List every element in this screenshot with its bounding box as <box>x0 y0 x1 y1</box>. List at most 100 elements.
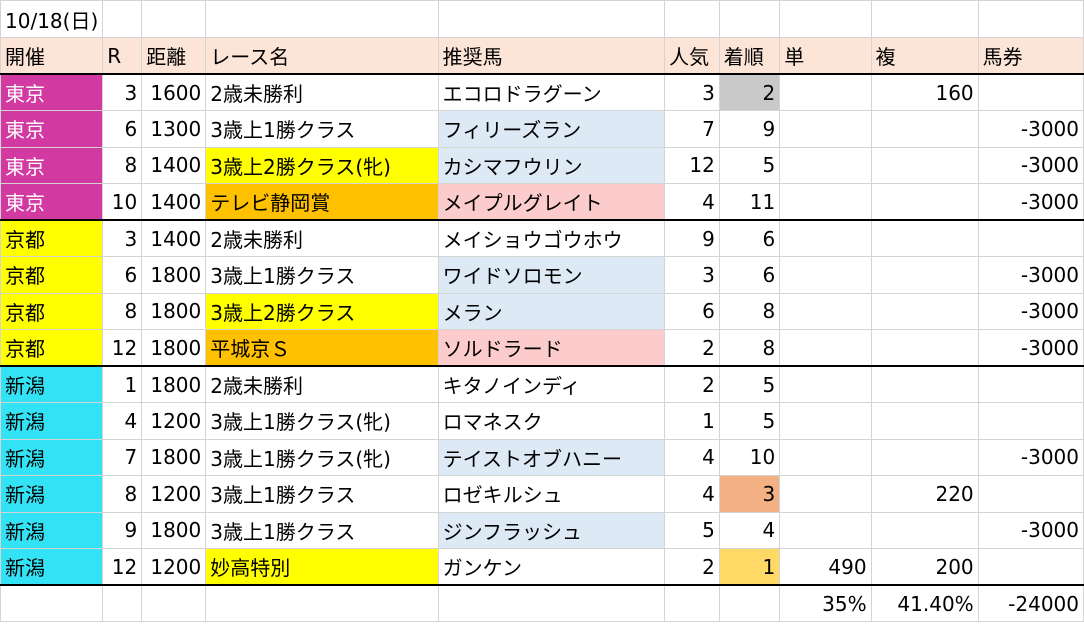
ticket-total-cell[interactable]: -24000 <box>977 584 1084 622</box>
race-name-cell[interactable]: 3歳上2勝クラス <box>205 292 439 330</box>
venue-cell[interactable]: 東京 <box>0 110 104 148</box>
empty-cell[interactable] <box>205 584 439 622</box>
venue-cell[interactable]: 新潟 <box>0 438 104 476</box>
horse-cell[interactable]: ワイドソロモン <box>437 256 666 294</box>
empty-cell[interactable] <box>718 584 781 622</box>
horse-cell[interactable]: ソルドラード <box>437 329 666 367</box>
race-name-cell[interactable]: 2歳未勝利 <box>205 219 439 257</box>
distance-cell[interactable]: 1800 <box>141 438 207 476</box>
horse-cell[interactable]: メラン <box>437 292 666 330</box>
ticket-result-cell[interactable] <box>977 219 1084 257</box>
popularity-cell[interactable]: 7 <box>664 110 720 148</box>
popularity-cell[interactable]: 2 <box>664 365 720 403</box>
distance-cell[interactable]: 1800 <box>141 365 207 403</box>
horse-cell[interactable]: ロゼキルシュ <box>437 475 666 513</box>
popularity-cell[interactable]: 4 <box>664 438 720 476</box>
venue-cell[interactable]: 京都 <box>0 219 104 257</box>
place-payout-cell[interactable] <box>870 183 979 221</box>
horse-cell[interactable]: ロマネスク <box>437 402 666 440</box>
place-payout-cell[interactable] <box>870 329 979 367</box>
header-venue[interactable]: 開催 <box>0 37 104 75</box>
race-name-cell[interactable]: 3歳上1勝クラス <box>205 475 439 513</box>
win-payout-cell[interactable] <box>779 511 872 549</box>
horse-cell[interactable]: テイストオブハニー <box>437 438 666 476</box>
horse-cell[interactable]: カシマフウリン <box>437 146 666 184</box>
race-number-cell[interactable]: 3 <box>102 73 143 111</box>
win-payout-cell[interactable] <box>779 329 872 367</box>
finish-cell[interactable]: 4 <box>718 511 781 549</box>
win-payout-cell[interactable] <box>779 73 872 111</box>
race-number-cell[interactable]: 1 <box>102 365 143 403</box>
win-payout-cell[interactable] <box>779 256 872 294</box>
race-number-cell[interactable]: 6 <box>102 256 143 294</box>
win-payout-cell[interactable] <box>779 475 872 513</box>
finish-cell[interactable]: 8 <box>718 329 781 367</box>
place-payout-cell[interactable] <box>870 365 979 403</box>
finish-cell[interactable]: 1 <box>718 548 781 586</box>
race-number-cell[interactable]: 8 <box>102 146 143 184</box>
place-payout-cell[interactable] <box>870 292 979 330</box>
venue-cell[interactable]: 京都 <box>0 329 104 367</box>
race-number-cell[interactable]: 9 <box>102 511 143 549</box>
ticket-result-cell[interactable]: -3000 <box>977 146 1084 184</box>
horse-cell[interactable]: メイショウゴウホウ <box>437 219 666 257</box>
popularity-cell[interactable]: 6 <box>664 292 720 330</box>
horse-cell[interactable]: キタノインディ <box>437 365 666 403</box>
venue-cell[interactable]: 新潟 <box>0 365 104 403</box>
header-finish[interactable]: 着順 <box>718 37 781 75</box>
finish-cell[interactable]: 6 <box>718 256 781 294</box>
race-name-cell[interactable]: テレビ静岡賞 <box>205 183 439 221</box>
win-payout-cell[interactable] <box>779 365 872 403</box>
header-horse[interactable]: 推奨馬 <box>437 37 666 75</box>
place-payout-cell[interactable] <box>870 438 979 476</box>
distance-cell[interactable]: 1800 <box>141 256 207 294</box>
win-payout-cell[interactable] <box>779 146 872 184</box>
date-cell[interactable]: 10/18(日) <box>0 0 104 38</box>
finish-cell[interactable]: 5 <box>718 365 781 403</box>
race-name-cell[interactable]: 3歳上1勝クラス <box>205 110 439 148</box>
race-number-cell[interactable]: 8 <box>102 292 143 330</box>
distance-cell[interactable]: 1400 <box>141 146 207 184</box>
venue-cell[interactable]: 東京 <box>0 183 104 221</box>
empty-cell[interactable] <box>102 584 143 622</box>
header-ticket[interactable]: 馬券 <box>977 37 1084 75</box>
venue-cell[interactable]: 東京 <box>0 73 104 111</box>
venue-cell[interactable]: 京都 <box>0 292 104 330</box>
header-race-number[interactable]: R <box>102 37 143 75</box>
popularity-cell[interactable]: 9 <box>664 219 720 257</box>
finish-cell[interactable]: 5 <box>718 146 781 184</box>
place-payout-cell[interactable]: 220 <box>870 475 979 513</box>
win-payout-cell[interactable] <box>779 183 872 221</box>
distance-cell[interactable]: 1400 <box>141 183 207 221</box>
race-name-cell[interactable]: 3歳上1勝クラス <box>205 256 439 294</box>
race-name-cell[interactable]: 3歳上1勝クラス <box>205 511 439 549</box>
distance-cell[interactable]: 1400 <box>141 219 207 257</box>
win-payout-cell[interactable] <box>779 402 872 440</box>
place-payout-cell[interactable] <box>870 511 979 549</box>
venue-cell[interactable]: 東京 <box>0 146 104 184</box>
race-name-cell[interactable]: 2歳未勝利 <box>205 365 439 403</box>
place-payout-cell[interactable] <box>870 146 979 184</box>
win-payout-cell[interactable] <box>779 110 872 148</box>
place-payout-cell[interactable] <box>870 402 979 440</box>
popularity-cell[interactable]: 5 <box>664 511 720 549</box>
finish-cell[interactable]: 9 <box>718 110 781 148</box>
ticket-result-cell[interactable] <box>977 475 1084 513</box>
horse-cell[interactable]: メイプルグレイト <box>437 183 666 221</box>
finish-cell[interactable]: 3 <box>718 475 781 513</box>
venue-cell[interactable]: 京都 <box>0 256 104 294</box>
horse-cell[interactable]: フィリーズラン <box>437 110 666 148</box>
ticket-result-cell[interactable]: -3000 <box>977 329 1084 367</box>
ticket-result-cell[interactable] <box>977 365 1084 403</box>
win-payout-cell[interactable] <box>779 292 872 330</box>
ticket-result-cell[interactable]: -3000 <box>977 511 1084 549</box>
venue-cell[interactable]: 新潟 <box>0 511 104 549</box>
ticket-result-cell[interactable]: -3000 <box>977 292 1084 330</box>
race-name-cell[interactable]: 3歳上1勝クラス(牝) <box>205 438 439 476</box>
horse-cell[interactable]: ガンケン <box>437 548 666 586</box>
header-race-name[interactable]: レース名 <box>205 37 439 75</box>
finish-cell[interactable]: 5 <box>718 402 781 440</box>
distance-cell[interactable]: 1800 <box>141 511 207 549</box>
ticket-result-cell[interactable]: -3000 <box>977 256 1084 294</box>
popularity-cell[interactable]: 4 <box>664 475 720 513</box>
